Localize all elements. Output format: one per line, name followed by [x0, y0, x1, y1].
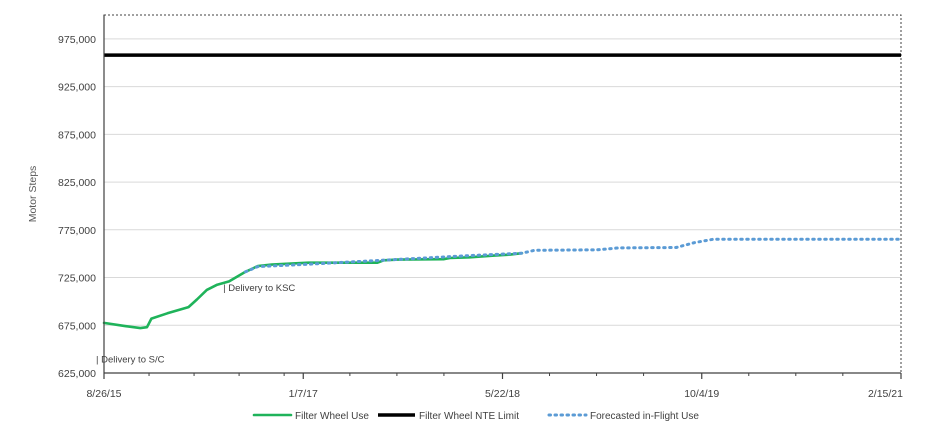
annotation-label: | Delivery to KSC	[223, 283, 295, 294]
plot-area-border	[103, 14, 902, 374]
x-tick-label: 8/26/15	[86, 388, 121, 400]
y-tick-label: 775,000	[58, 225, 96, 237]
legend-label: Filter Wheel Use	[295, 411, 369, 422]
annotation-label: | Delivery to S/C	[96, 354, 165, 365]
x-tick-label: 10/4/19	[684, 388, 719, 400]
legend: Filter Wheel Use Filter Wheel NTE Limit Fo…	[252, 411, 699, 422]
y-tick-label: 625,000	[58, 368, 96, 380]
x-tick-label: 1/7/17	[289, 388, 318, 400]
y-tick-label: 825,000	[58, 177, 96, 189]
y-tick-label: 975,000	[58, 34, 96, 46]
y-tick-label: 725,000	[58, 273, 96, 285]
series-layer	[102, 53, 903, 330]
annotations: | Delivery to S/C | Delivery to KSC	[96, 283, 295, 366]
x-tick-label: 2/15/21	[868, 388, 903, 400]
y-axis-title: Motor Steps	[27, 166, 39, 223]
y-tick-label: 675,000	[58, 320, 96, 332]
y-tick-label: 925,000	[58, 82, 96, 94]
y-tick-label: 875,000	[58, 129, 96, 141]
series-line-forecasted-in-flight-use	[244, 237, 903, 274]
x-tick-label: 5/22/18	[485, 388, 520, 400]
legend-label: Filter Wheel NTE Limit	[419, 411, 519, 422]
axes: 625,000 675,000 725,000 775,000 825,000 875,0…	[58, 15, 903, 400]
legend-label: Forecasted in-Flight Use	[590, 411, 699, 422]
